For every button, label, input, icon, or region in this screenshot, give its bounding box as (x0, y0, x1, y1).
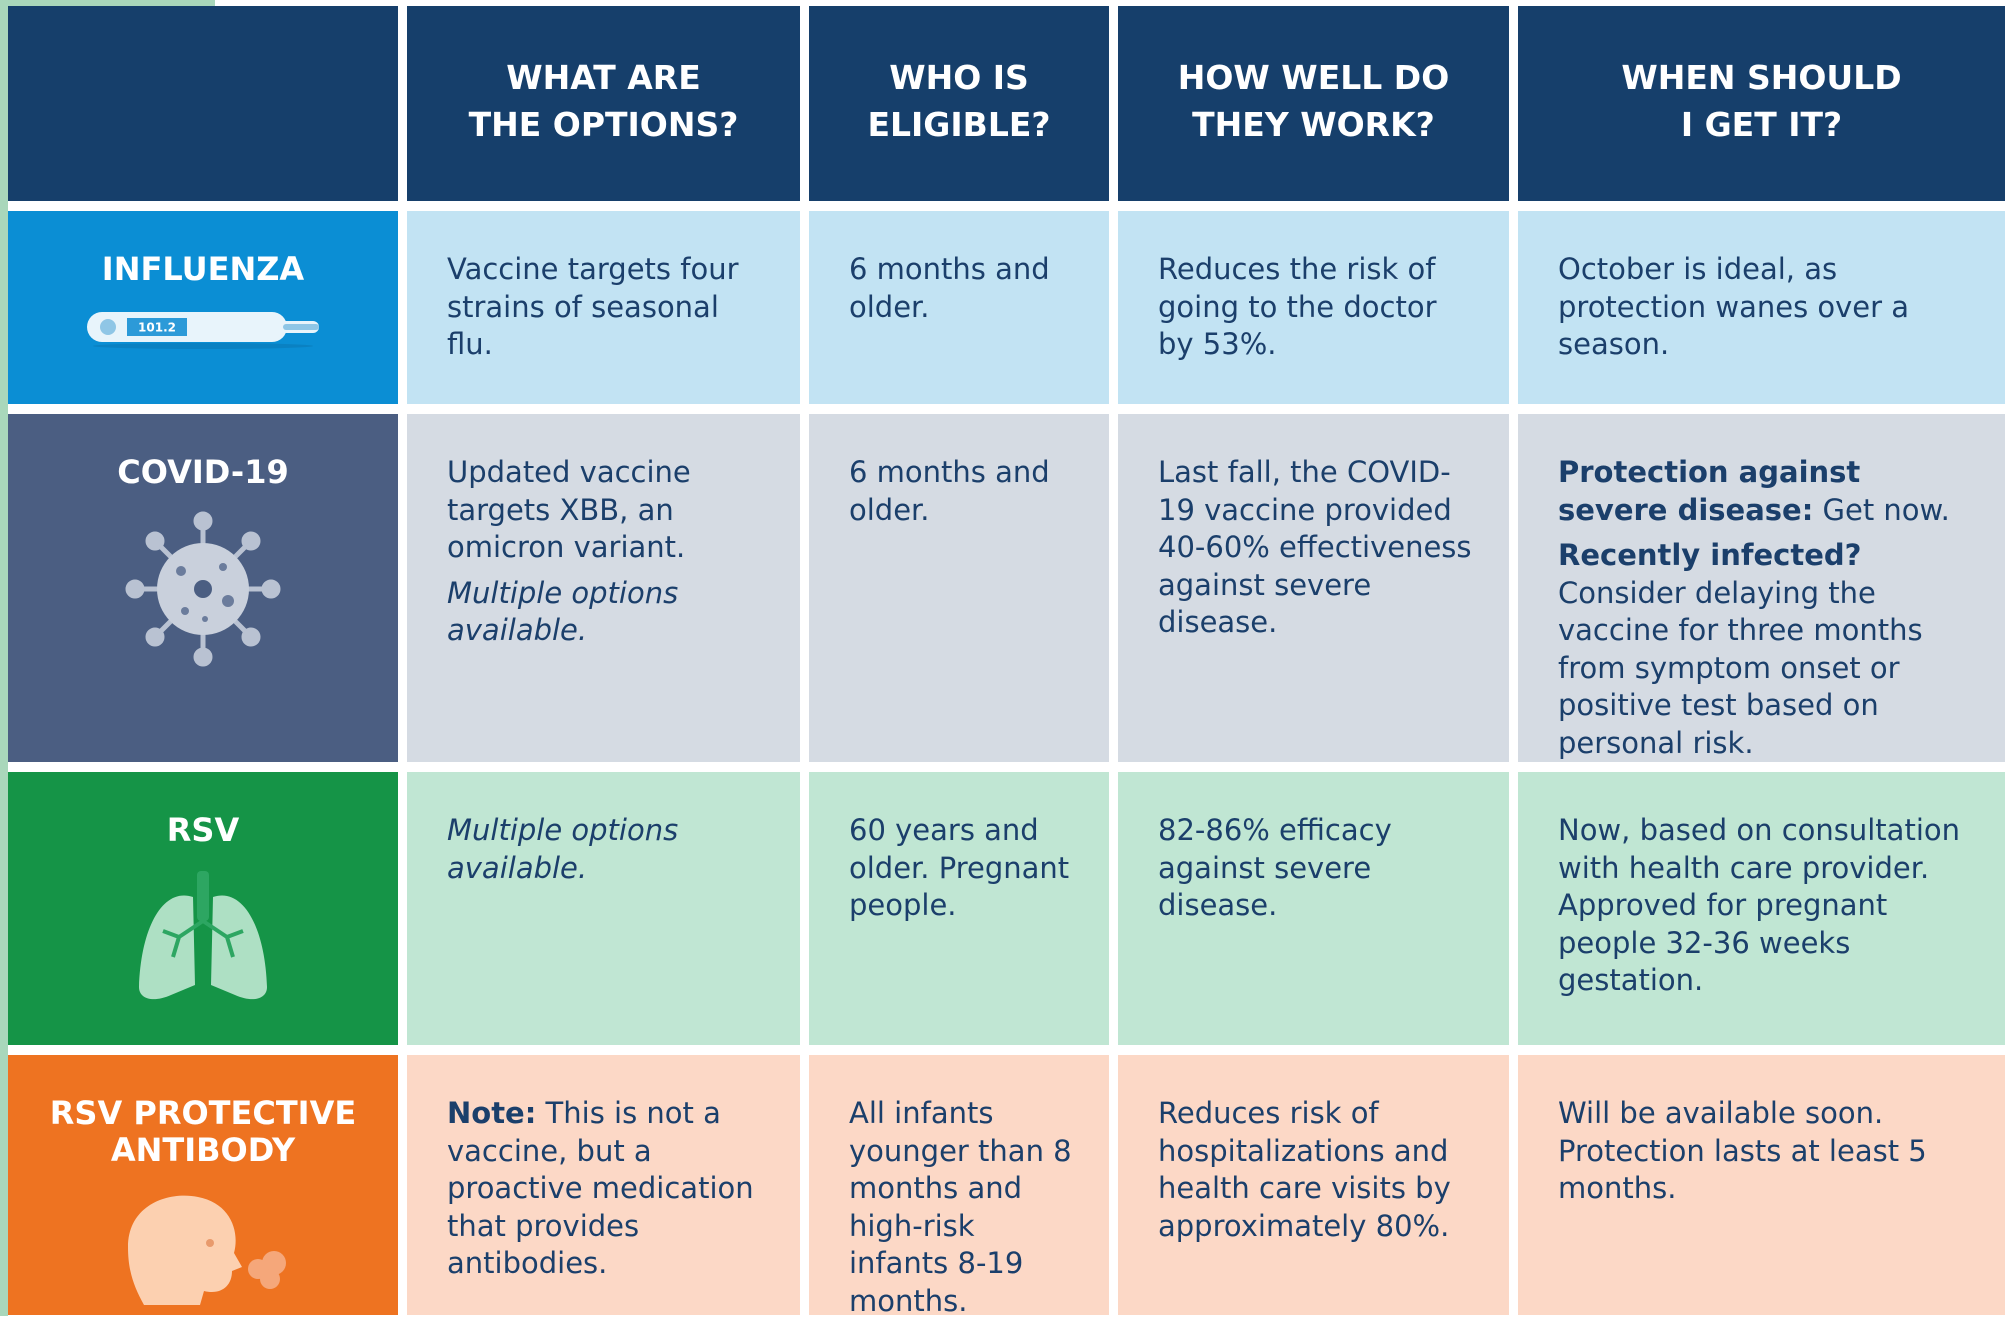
cell-emphasis: Note: (447, 1096, 537, 1130)
table-cell: 6 months and older. (809, 414, 1109, 762)
cell-text: 60 years and older. Pregnant people. (849, 813, 1070, 922)
table-cell: All infants younger than 8 months and hi… (809, 1055, 1109, 1318)
cell-paragraph: Reduces risk of hospitalizations and hea… (1158, 1095, 1479, 1245)
lungs-icon (139, 871, 267, 1000)
edge-strip (0, 0, 8, 1316)
cell-text: Updated vaccine targets XBB, an omicron … (447, 455, 691, 564)
cell-emphasis: Recently infected? (1558, 538, 1862, 572)
table-cell: Reduces risk of hospitalizations and hea… (1118, 1055, 1509, 1315)
cell-paragraph: Last fall, the COVID-19 vaccine provided… (1158, 454, 1479, 642)
cell-paragraph: Will be available soon. Protection lasts… (1558, 1095, 1975, 1208)
vaccine-table: WHAT ARE THE OPTIONS? WHO IS ELIGIBLE? HOW… (8, 6, 2005, 1318)
table-cell: Protection against severe disease: Get n… (1518, 414, 2005, 762)
column-header: WHAT ARE THE OPTIONS? (407, 6, 800, 201)
edge-strip (0, 0, 215, 6)
cell-text: This is not a vaccine, but a proactive m… (447, 1096, 754, 1280)
row-label: COVID-19 (8, 414, 398, 762)
column-header: HOW WELL DO THEY WORK? (1118, 6, 1509, 201)
cell-paragraph: Protection against severe disease: Get n… (1558, 454, 1975, 529)
column-header: WHO IS ELIGIBLE? (809, 6, 1109, 201)
cell-text: Consider delaying the vaccine for three … (1558, 575, 1923, 760)
cell-text: Last fall, the COVID-19 vaccine provided… (1158, 455, 1472, 639)
cell-text: Will be available soon. Protection lasts… (1558, 1096, 1927, 1205)
cell-paragraph: October is ideal, as protection wanes ov… (1558, 251, 1975, 364)
table-cell: Last fall, the COVID-19 vaccine provided… (1118, 414, 1509, 762)
row-label: RSV (8, 772, 398, 1045)
cell-text: Multiple options available. (447, 575, 679, 648)
table-cell: 6 months and older. (809, 211, 1109, 404)
cell-text: Vaccine targets four strains of seasonal… (447, 252, 739, 361)
cell-paragraph: 6 months and older. (849, 251, 1079, 326)
row-label: INFLUENZA 101.2 (8, 211, 398, 404)
cell-text: Get now. (1813, 492, 1950, 527)
child-breathing-icon (128, 1195, 286, 1305)
column-header: WHEN SHOULD I GET IT? (1518, 6, 2005, 201)
table-cell: Vaccine targets four strains of seasonal… (407, 211, 800, 404)
cell-paragraph: Multiple options available. (447, 575, 770, 650)
table-cell: Note: This is not a vaccine, but a proac… (407, 1055, 800, 1315)
cell-paragraph: Multiple options available. (447, 812, 770, 887)
row-label-text: RSV (166, 811, 240, 849)
cell-paragraph: Reduces the risk of going to the doctor … (1158, 251, 1479, 364)
cell-text: Reduces the risk of going to the doctor … (1158, 252, 1437, 361)
cell-text: All infants younger than 8 months and hi… (849, 1096, 1072, 1318)
cell-text: Reduces risk of hospitalizations and hea… (1158, 1096, 1451, 1243)
cell-text: Now, based on consultation with health c… (1558, 813, 1960, 997)
virus-icon (125, 511, 281, 667)
cell-paragraph: 82-86% efficacy against severe disease. (1158, 812, 1479, 925)
cell-text: 6 months and older. (849, 455, 1050, 527)
cell-emphasis: Protection against severe disease: (1558, 455, 1861, 527)
corner-cell (8, 6, 398, 201)
cell-paragraph: All infants younger than 8 months and hi… (849, 1095, 1079, 1320)
cell-paragraph: Recently infected? Consider delaying the… (1558, 537, 1975, 762)
cell-text: October is ideal, as protection wanes ov… (1558, 252, 1910, 361)
table-cell: Now, based on consultation with health c… (1518, 772, 2005, 1045)
table-cell: Multiple options available. (407, 772, 800, 1045)
table-cell: October is ideal, as protection wanes ov… (1518, 211, 2005, 404)
row-label-text: RSV PROTECTIVE ANTIBODY (49, 1094, 357, 1169)
row-label: RSV PROTECTIVE ANTIBODY (8, 1055, 398, 1315)
cell-paragraph: 60 years and older. Pregnant people. (849, 812, 1079, 925)
row-label-text: INFLUENZA (101, 250, 305, 288)
table-cell: 82-86% efficacy against severe disease. (1118, 772, 1509, 1045)
thermometer-reading: 101.2 (138, 321, 176, 335)
cell-text: Multiple options available. (447, 813, 679, 885)
cell-paragraph: Note: This is not a vaccine, but a proac… (447, 1095, 770, 1283)
table-cell: Reduces the risk of going to the doctor … (1118, 211, 1509, 404)
cell-text: 6 months and older. (849, 252, 1050, 324)
cell-paragraph: Vaccine targets four strains of seasonal… (447, 251, 770, 364)
cell-text: 82-86% efficacy against severe disease. (1158, 813, 1392, 922)
cell-paragraph: 6 months and older. (849, 454, 1079, 529)
cell-paragraph: Now, based on consultation with health c… (1558, 812, 1975, 1000)
row-label-text: COVID-19 (117, 453, 289, 491)
thermometer-icon: 101.2 (87, 312, 319, 349)
cell-paragraph: Updated vaccine targets XBB, an omicron … (447, 454, 770, 567)
table-cell: Will be available soon. Protection lasts… (1518, 1055, 2005, 1315)
table-cell: 60 years and older. Pregnant people. (809, 772, 1109, 1045)
table-cell: Updated vaccine targets XBB, an omicron … (407, 414, 800, 762)
